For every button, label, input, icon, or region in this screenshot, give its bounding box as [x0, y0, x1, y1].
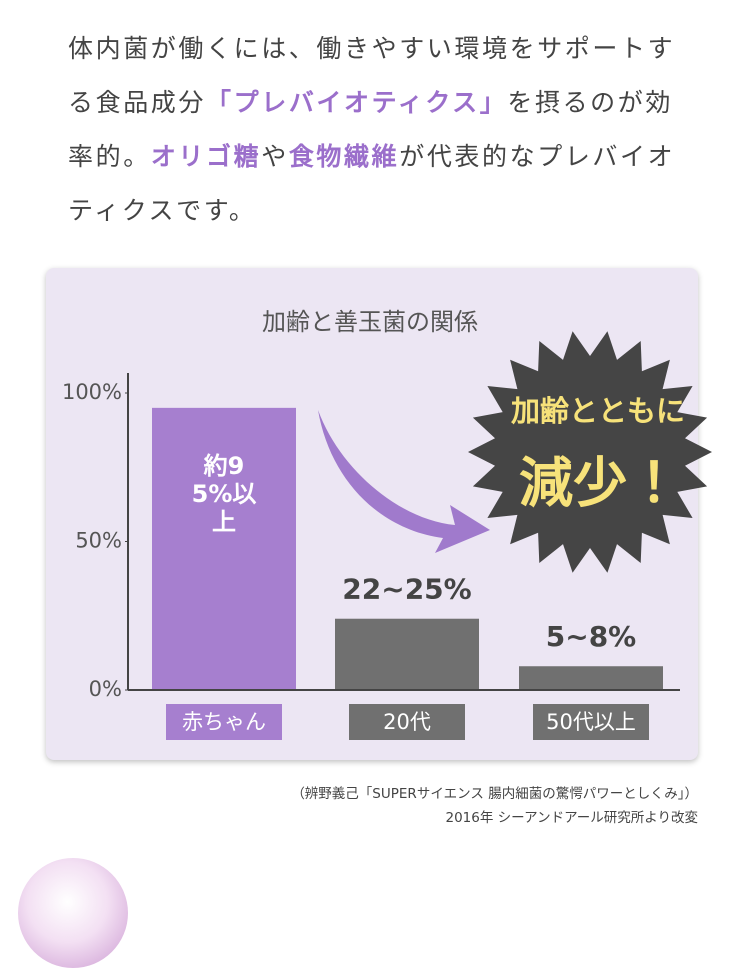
category-box	[166, 704, 282, 740]
bar	[152, 407, 296, 690]
data-label: 5~8%	[546, 620, 636, 653]
annotation: 減少！	[519, 452, 681, 515]
category-box	[349, 704, 465, 740]
page: 体内菌が働くには、働きやすい環境をサポートする食品成分「プレバイオティクス」を摂…	[18, 22, 712, 968]
text: や	[261, 142, 289, 171]
emphasis-text: 「プレバイオティクス」	[206, 88, 508, 117]
data-label: 22~25%	[342, 573, 471, 606]
emphasis-text: オリゴ糖	[150, 142, 262, 171]
decoration	[18, 858, 128, 968]
intro-paragraph: 体内菌が働くには、働きやすい環境をサポートする食品成分「プレバイオティクス」を摂…	[68, 22, 700, 238]
emphasis-text: 食物繊維	[288, 142, 400, 171]
source: （辨野義己「SUPERサイエンス 腸内細菌の驚愕パワーとしくみ」） 2016年 …	[291, 782, 698, 830]
source-line: （辨野義己「SUPERサイエンス 腸内細菌の驚愕パワーとしくみ」）	[291, 786, 698, 802]
text: 体内菌が働くには、働きやすい環境をサポートする食品成分	[68, 34, 676, 117]
text: が代表的なプレバイオティクスです。	[68, 142, 676, 225]
y-tick-label: 50%	[75, 529, 122, 553]
y-tick-label: 100%	[62, 380, 122, 404]
bar	[335, 618, 479, 690]
x-tick-label: 20代	[383, 710, 431, 734]
y-tick-label: 0%	[89, 677, 122, 701]
x-tick-label: 50代以上	[546, 710, 636, 734]
starburst	[468, 331, 712, 573]
annotation: 加齢とともに	[511, 394, 685, 428]
text: を摂るのが効率的。	[68, 88, 673, 171]
bar	[519, 666, 663, 690]
category-box	[533, 704, 649, 740]
data-label: 約95%以上	[191, 452, 257, 532]
data-label-box: 約95%以上	[191, 452, 257, 532]
chart-title: 加齢と善玉菌の関係	[262, 308, 478, 336]
x-tick-label: 赤ちゃん	[182, 710, 266, 734]
arrow	[318, 410, 490, 553]
source-line: 2016年 シーアンドアール研究所より改変	[445, 810, 699, 826]
